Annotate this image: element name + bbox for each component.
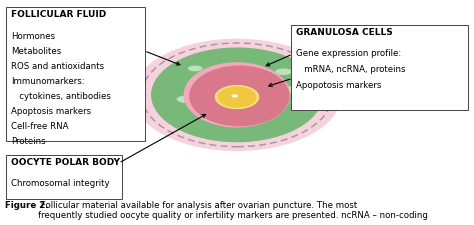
Ellipse shape [208, 114, 228, 122]
Text: Gene expression profile:: Gene expression profile: [296, 49, 401, 58]
Text: FOLLICULAR FLUID: FOLLICULAR FLUID [11, 10, 106, 19]
Text: Hormones: Hormones [11, 32, 55, 40]
Ellipse shape [189, 65, 290, 126]
Text: Proteins: Proteins [11, 137, 46, 146]
Text: ROS and antioxidants: ROS and antioxidants [11, 62, 104, 71]
Ellipse shape [291, 101, 304, 107]
Text: Immunomarkers:: Immunomarkers: [11, 76, 84, 86]
Ellipse shape [183, 62, 291, 128]
Text: OOCYTE POLAR BODY: OOCYTE POLAR BODY [11, 158, 120, 167]
Ellipse shape [231, 94, 238, 97]
Ellipse shape [275, 68, 292, 75]
Ellipse shape [218, 86, 256, 108]
Text: Figure 2.: Figure 2. [5, 201, 48, 210]
Text: cytokines, antibodies: cytokines, antibodies [11, 92, 110, 101]
Text: GRANULOSA CELLS: GRANULOSA CELLS [296, 28, 393, 37]
Text: Follicular material available for analysis after ovarian puncture. The most
freq: Follicular material available for analys… [38, 201, 428, 220]
Ellipse shape [237, 70, 260, 80]
Text: mRNA, ncRNA, proteins: mRNA, ncRNA, proteins [296, 65, 406, 74]
Text: Apopotosis markers: Apopotosis markers [296, 81, 382, 90]
Ellipse shape [132, 39, 341, 151]
Ellipse shape [192, 76, 212, 85]
Ellipse shape [188, 65, 202, 71]
FancyBboxPatch shape [6, 7, 146, 141]
Text: Apoptosis markers: Apoptosis markers [11, 107, 91, 116]
FancyBboxPatch shape [292, 25, 468, 110]
Ellipse shape [264, 106, 280, 112]
Ellipse shape [151, 47, 323, 142]
Text: Metabolites: Metabolites [11, 47, 61, 56]
FancyBboxPatch shape [6, 155, 122, 199]
Text: Cell-free RNA: Cell-free RNA [11, 122, 68, 130]
Ellipse shape [276, 86, 295, 93]
Text: Chromosomal integrity: Chromosomal integrity [11, 179, 109, 188]
Ellipse shape [177, 96, 195, 103]
Ellipse shape [215, 85, 259, 109]
